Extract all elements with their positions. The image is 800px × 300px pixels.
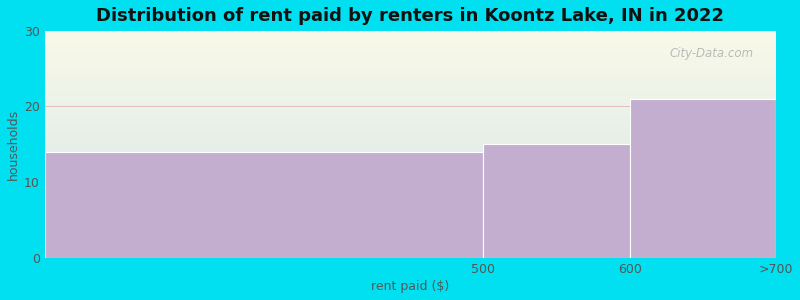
X-axis label: rent paid ($): rent paid ($) [371, 280, 450, 293]
Title: Distribution of rent paid by renters in Koontz Lake, IN in 2022: Distribution of rent paid by renters in … [96, 7, 724, 25]
Bar [483, 144, 630, 258]
Bar [630, 99, 776, 258]
Y-axis label: households: households [7, 109, 20, 180]
Text: City-Data.com: City-Data.com [670, 46, 754, 60]
Bar [45, 152, 483, 258]
